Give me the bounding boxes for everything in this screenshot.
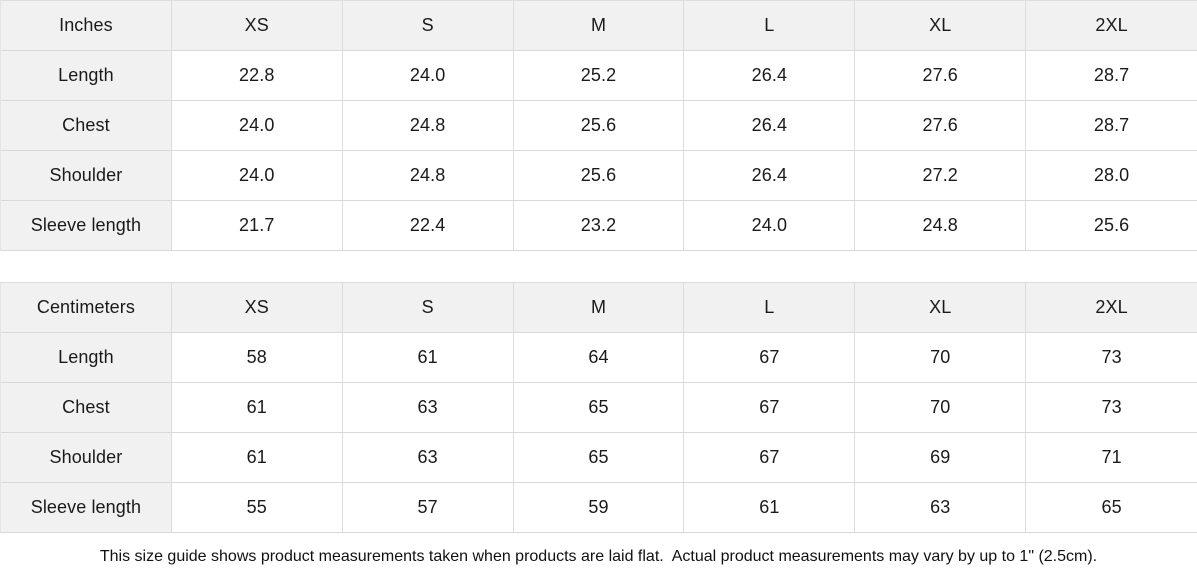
- measurement-cell: 67: [684, 383, 856, 433]
- centimeters-table: Centimeters XS S M L XL 2XL Length 58 61…: [0, 282, 1197, 533]
- measurement-cell: 25.2: [513, 51, 685, 101]
- row-label: Length: [1, 333, 172, 383]
- measurement-cell: 65: [1026, 483, 1197, 533]
- measurement-cell: 24.0: [171, 101, 343, 151]
- table-row-sleeve-length: Sleeve length 55 57 59 61 63 65: [1, 483, 1197, 533]
- table-spacer: [0, 251, 1197, 282]
- measurement-cell: 61: [684, 483, 856, 533]
- row-label: Length: [1, 51, 172, 101]
- measurement-cell: 67: [684, 333, 856, 383]
- measurement-cell: 70: [855, 383, 1027, 433]
- measurement-cell: 25.6: [513, 101, 685, 151]
- measurement-cell: 28.7: [1026, 101, 1197, 151]
- measurement-cell: 24.0: [342, 51, 514, 101]
- table-header-row: Centimeters XS S M L XL 2XL: [1, 283, 1197, 333]
- measurement-cell: 24.8: [855, 201, 1027, 251]
- table-header-row: Inches XS S M L XL 2XL: [1, 1, 1197, 51]
- measurement-cell: 21.7: [171, 201, 343, 251]
- row-label: Chest: [1, 383, 172, 433]
- measurement-cell: 28.7: [1026, 51, 1197, 101]
- measurement-cell: 25.6: [513, 151, 685, 201]
- measurement-cell: 70: [855, 333, 1027, 383]
- measurement-cell: 63: [855, 483, 1027, 533]
- measurement-cell: 64: [513, 333, 685, 383]
- measurement-cell: 69: [855, 433, 1027, 483]
- table-row-length: Length 22.8 24.0 25.2 26.4 27.6 28.7: [1, 51, 1197, 101]
- measurement-cell: 27.2: [855, 151, 1027, 201]
- measurement-cell: 25.6: [1026, 201, 1197, 251]
- measurement-cell: 26.4: [684, 51, 856, 101]
- unit-header-inches: Inches: [1, 1, 172, 51]
- size-col-header-l: L: [684, 283, 856, 333]
- inches-table: Inches XS S M L XL 2XL Length 22.8 24.0 …: [0, 0, 1197, 251]
- measurement-cell: 28.0: [1026, 151, 1197, 201]
- measurement-cell: 26.4: [684, 101, 856, 151]
- row-label: Shoulder: [1, 433, 172, 483]
- measurement-cell: 61: [171, 433, 343, 483]
- size-col-header-m: M: [513, 1, 685, 51]
- table-row-chest: Chest 24.0 24.8 25.6 26.4 27.6 28.7: [1, 101, 1197, 151]
- measurement-cell: 22.4: [342, 201, 514, 251]
- measurement-cell: 73: [1026, 333, 1197, 383]
- size-col-header-2xl: 2XL: [1026, 1, 1197, 51]
- measurement-cell: 23.2: [513, 201, 685, 251]
- measurement-cell: 67: [684, 433, 856, 483]
- measurement-cell: 24.8: [342, 151, 514, 201]
- measurement-cell: 59: [513, 483, 685, 533]
- size-guide-note: This size guide shows product measuremen…: [0, 533, 1197, 580]
- measurement-cell: 24.0: [684, 201, 856, 251]
- size-col-header-2xl: 2XL: [1026, 283, 1197, 333]
- row-label: Sleeve length: [1, 201, 172, 251]
- size-col-header-xl: XL: [855, 283, 1027, 333]
- measurement-cell: 61: [171, 383, 343, 433]
- table-row-chest: Chest 61 63 65 67 70 73: [1, 383, 1197, 433]
- measurement-cell: 71: [1026, 433, 1197, 483]
- unit-header-centimeters: Centimeters: [1, 283, 172, 333]
- size-col-header-s: S: [342, 1, 514, 51]
- measurement-cell: 61: [342, 333, 514, 383]
- row-label: Shoulder: [1, 151, 172, 201]
- row-label: Sleeve length: [1, 483, 172, 533]
- measurement-cell: 24.8: [342, 101, 514, 151]
- measurement-cell: 55: [171, 483, 343, 533]
- measurement-cell: 63: [342, 433, 514, 483]
- measurement-cell: 27.6: [855, 101, 1027, 151]
- measurement-cell: 65: [513, 383, 685, 433]
- table-row-sleeve-length: Sleeve length 21.7 22.4 23.2 24.0 24.8 2…: [1, 201, 1197, 251]
- row-label: Chest: [1, 101, 172, 151]
- size-col-header-s: S: [342, 283, 514, 333]
- measurement-cell: 73: [1026, 383, 1197, 433]
- size-col-header-xl: XL: [855, 1, 1027, 51]
- table-row-shoulder: Shoulder 61 63 65 67 69 71: [1, 433, 1197, 483]
- size-col-header-l: L: [684, 1, 856, 51]
- table-row-shoulder: Shoulder 24.0 24.8 25.6 26.4 27.2 28.0: [1, 151, 1197, 201]
- table-row-length: Length 58 61 64 67 70 73: [1, 333, 1197, 383]
- measurement-cell: 26.4: [684, 151, 856, 201]
- size-col-header-m: M: [513, 283, 685, 333]
- measurement-cell: 58: [171, 333, 343, 383]
- measurement-cell: 65: [513, 433, 685, 483]
- measurement-cell: 63: [342, 383, 514, 433]
- size-col-header-xs: XS: [171, 1, 343, 51]
- measurement-cell: 57: [342, 483, 514, 533]
- size-col-header-xs: XS: [171, 283, 343, 333]
- measurement-cell: 22.8: [171, 51, 343, 101]
- measurement-cell: 27.6: [855, 51, 1027, 101]
- measurement-cell: 24.0: [171, 151, 343, 201]
